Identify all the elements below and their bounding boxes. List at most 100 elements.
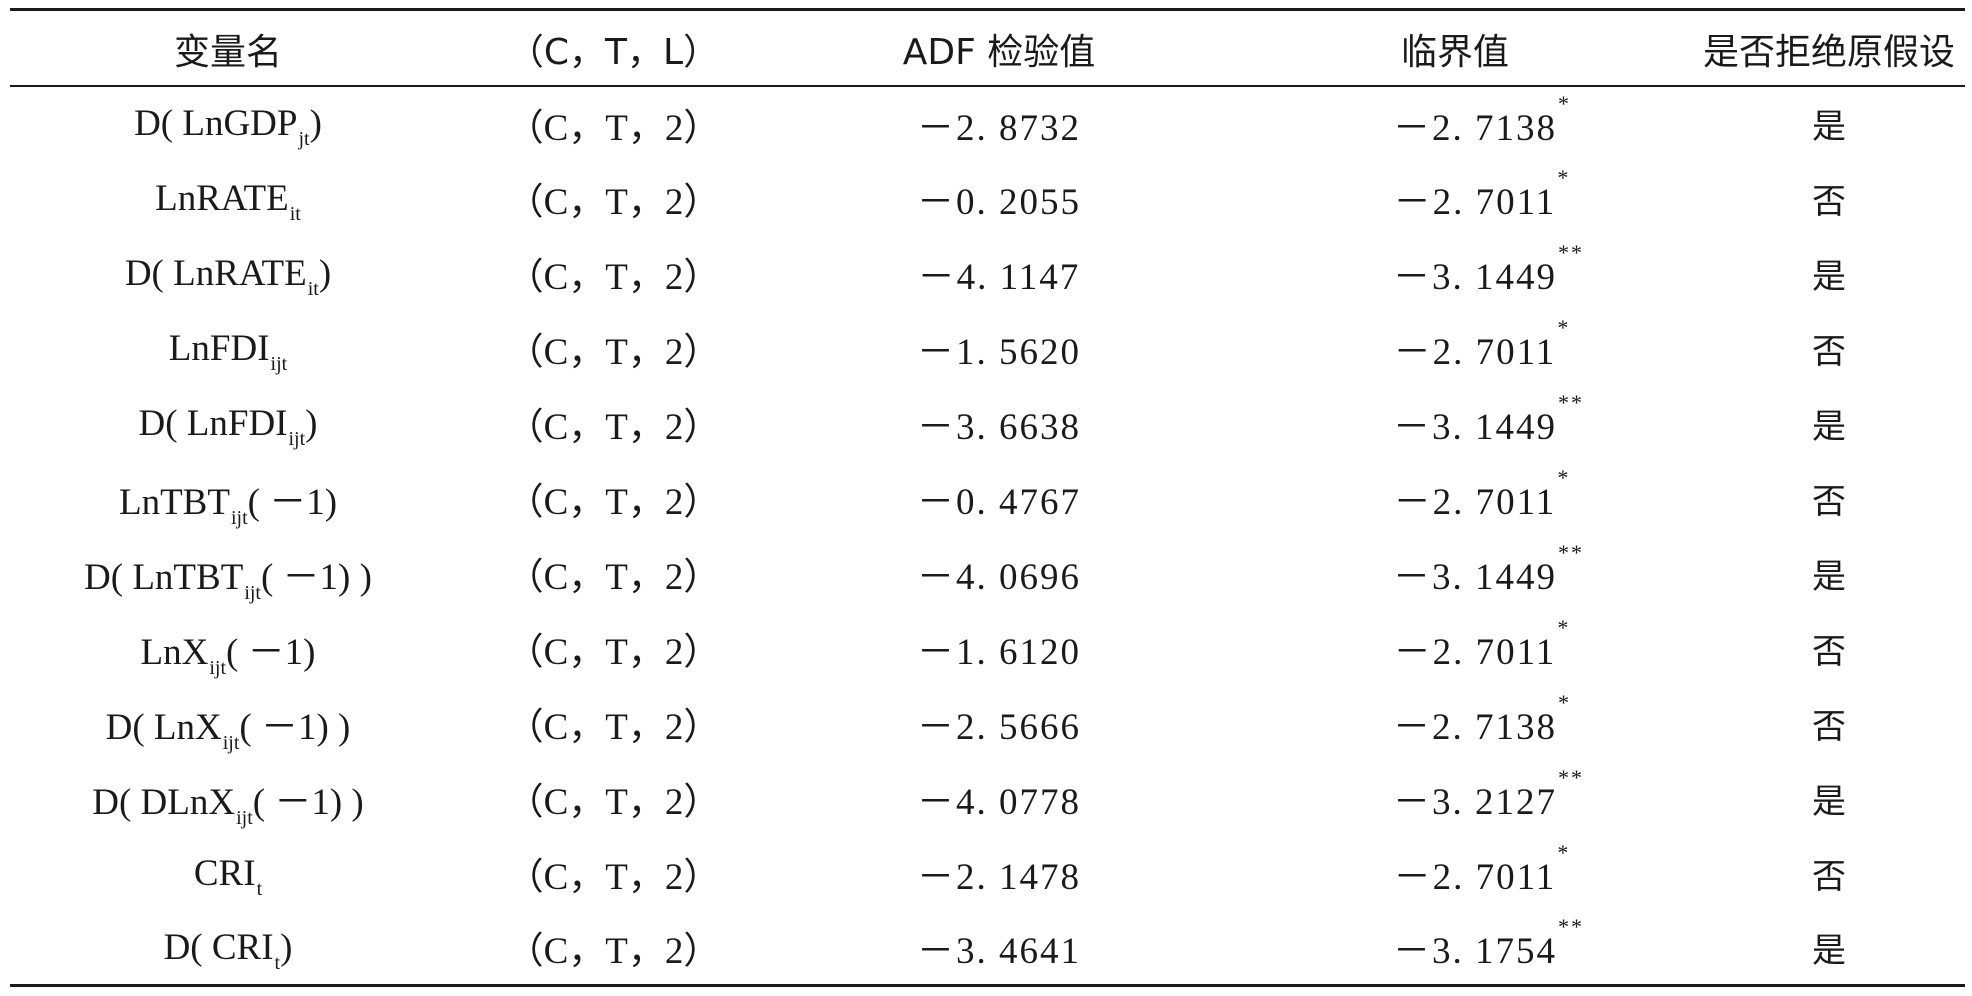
- significance-mark: *: [1557, 165, 1571, 190]
- variable-name-prefix: D( LnGDP: [134, 103, 298, 144]
- variable-name-cell: D( LnFDIijt): [10, 386, 446, 461]
- variable-name-suffix: ( －1): [226, 632, 316, 673]
- significance-mark: **: [1558, 240, 1584, 265]
- critical-value-group: －2. 7011 *: [1393, 840, 1569, 900]
- significance-mark: **: [1558, 765, 1584, 790]
- table-row: D( LnXijt( －1) ) （C，T，2） －2. 5666 －2. 7138 *…: [10, 686, 1965, 761]
- variable-name-suffix: ( －1) ): [260, 557, 372, 598]
- adf-value-cell: －3. 6638: [917, 407, 1081, 448]
- reject-null-cell: 是: [1812, 781, 1846, 822]
- reject-null-cell: 否: [1812, 706, 1846, 747]
- spec-cell: （C，T，2）: [506, 632, 721, 673]
- spec-cell: （C，T，2）: [506, 107, 721, 149]
- adf-value-cell: －3. 4641: [917, 931, 1081, 973]
- critical-value-cell: －2. 7011 *: [1217, 311, 1693, 386]
- variable-name-cell: D( LnXijt( －1) ): [10, 686, 446, 761]
- variable-name-suffix: ( －1): [247, 482, 338, 523]
- adf-value-cell: －1. 6120: [917, 632, 1081, 673]
- table-header: 变量名 （C，T，L） ADF 检验值 临界值 是否拒绝原假设: [10, 9, 1965, 86]
- critical-value-cell: －3. 1754 **: [1217, 911, 1693, 986]
- adf-table-container: 变量名 （C，T，L） ADF 检验值 临界值 是否拒绝原假设 D( LnGDP…: [10, 8, 1965, 987]
- variable-name-prefix: D( LnX: [105, 707, 222, 748]
- variable-subscript: ijt: [270, 352, 288, 375]
- critical-value-cell: －3. 1449 **: [1217, 536, 1693, 611]
- variable-subscript: t: [256, 877, 263, 900]
- adf-value-cell: －4. 1147: [917, 257, 1081, 298]
- adf-value-cell: －0. 4767: [917, 482, 1081, 523]
- reject-null-cell: 是: [1812, 256, 1846, 297]
- variable-name-cell: CRIt: [10, 836, 446, 911]
- variable-subscript: ijt: [244, 582, 261, 604]
- reject-null-cell: 否: [1812, 631, 1846, 672]
- critical-value-cell: －2. 7011 *: [1217, 461, 1693, 536]
- critical-value-text: －3. 1449: [1393, 257, 1557, 298]
- reject-null-cell: 是: [1812, 406, 1846, 447]
- variable-name-suffix: ): [309, 103, 322, 144]
- variable-subscript: ijt: [230, 507, 248, 529]
- adf-value-cell: －2. 1478: [917, 857, 1081, 898]
- variable-name-suffix: ): [305, 402, 318, 444]
- critical-value-group: －3. 1449 **: [1393, 540, 1582, 600]
- variable-name-prefix: CRI: [193, 852, 256, 894]
- spec-cell: （C，T，2）: [506, 707, 721, 748]
- variable-name-cell: LnTBTijt( －1): [10, 461, 446, 536]
- variable-subscript: ijt: [236, 807, 253, 829]
- variable-subscript: ijt: [288, 427, 306, 450]
- reject-null-cell: 是: [1812, 556, 1846, 597]
- table-row: D( LnRATEit) （C，T，2） －4. 1147 －3. 1449 ** 是: [10, 236, 1965, 311]
- critical-value-cell: －2. 7011 *: [1217, 611, 1693, 686]
- table-row: D( LnFDIijt) （C，T，2） －3. 6638 －3. 1449 ** 是: [10, 386, 1965, 461]
- variable-name-suffix: ( －1) ): [252, 782, 364, 823]
- adf-value-cell: －2. 5666: [917, 707, 1081, 748]
- spec-cell: （C，T，2）: [506, 257, 721, 298]
- critical-value-group: －3. 1449 **: [1393, 390, 1582, 450]
- adf-value-cell: －2. 8732: [917, 107, 1081, 149]
- variable-name-suffix: ): [280, 926, 293, 968]
- adf-value-cell: －0. 2055: [917, 182, 1081, 223]
- variable-subscript: ijt: [209, 657, 227, 679]
- significance-mark: **: [1558, 540, 1584, 565]
- spec-cell: （C，T，2）: [506, 182, 721, 223]
- spec-cell: （C，T，2）: [506, 782, 721, 823]
- critical-value-text: －2. 7011: [1393, 482, 1557, 523]
- reject-null-cell: 是: [1812, 930, 1846, 971]
- variable-name-cell: LnRATEit: [10, 161, 446, 236]
- critical-value-cell: －3. 1449 **: [1217, 386, 1693, 461]
- reject-null-cell: 否: [1812, 856, 1846, 897]
- critical-value-text: －2. 7138: [1393, 707, 1557, 748]
- critical-value-text: －3. 1754: [1393, 931, 1557, 973]
- critical-value-group: －3. 1754 **: [1393, 914, 1582, 974]
- variable-subscript: it: [289, 202, 301, 225]
- table-row: D( CRIt) （C，T，2） －3. 4641 －3. 1754 ** 是: [10, 911, 1965, 986]
- variable-name-cell: D( CRIt): [10, 911, 446, 986]
- header-adf-value: ADF 检验值: [902, 31, 1096, 73]
- variable-subscript: it: [307, 277, 319, 300]
- adf-value-cell: －4. 0696: [917, 557, 1081, 598]
- critical-value-text: －2. 7011: [1393, 857, 1557, 898]
- variable-name-prefix: D( LnRATE: [124, 252, 307, 294]
- variable-name-prefix: D( LnTBT: [84, 557, 244, 598]
- critical-value-group: －2. 7011 *: [1393, 465, 1569, 525]
- table-row: LnFDIijt （C，T，2） －1. 5620 －2. 7011 * 否: [10, 311, 1965, 386]
- reject-null-cell: 是: [1812, 107, 1846, 147]
- variable-name-cell: LnXijt( －1): [10, 611, 446, 686]
- critical-value-group: －3. 1449 **: [1393, 240, 1582, 300]
- significance-mark: *: [1557, 315, 1571, 340]
- critical-value-text: －3. 1449: [1393, 557, 1557, 598]
- variable-name-prefix: LnTBT: [118, 482, 230, 523]
- variable-name-suffix: ( －1) ): [239, 707, 351, 748]
- adf-unit-root-table: 变量名 （C，T，L） ADF 检验值 临界值 是否拒绝原假设 D( LnGDP…: [10, 8, 1965, 987]
- significance-mark: **: [1558, 914, 1584, 940]
- table-row: D( DLnXijt( －1) ) （C，T，2） －4. 0778 －3. 2127…: [10, 761, 1965, 836]
- variable-name-suffix: ): [318, 252, 332, 294]
- critical-value-cell: －3. 1449 **: [1217, 236, 1693, 311]
- spec-cell: （C，T，2）: [506, 857, 721, 898]
- significance-mark: *: [1557, 465, 1571, 490]
- header-reject-null: 是否拒绝原假设: [1702, 31, 1955, 73]
- variable-name-prefix: LnFDI: [168, 327, 270, 369]
- table-body: D( LnGDPjt) （C，T，2） －2. 8732 －2. 7138 * 是 LnRA…: [10, 86, 1965, 986]
- table-row: CRIt （C，T，2） －2. 1478 －2. 7011 * 否: [10, 836, 1965, 911]
- variable-name-cell: D( LnGDPjt): [10, 86, 446, 161]
- variable-subscript: t: [274, 951, 281, 974]
- adf-value-cell: －4. 0778: [917, 782, 1081, 823]
